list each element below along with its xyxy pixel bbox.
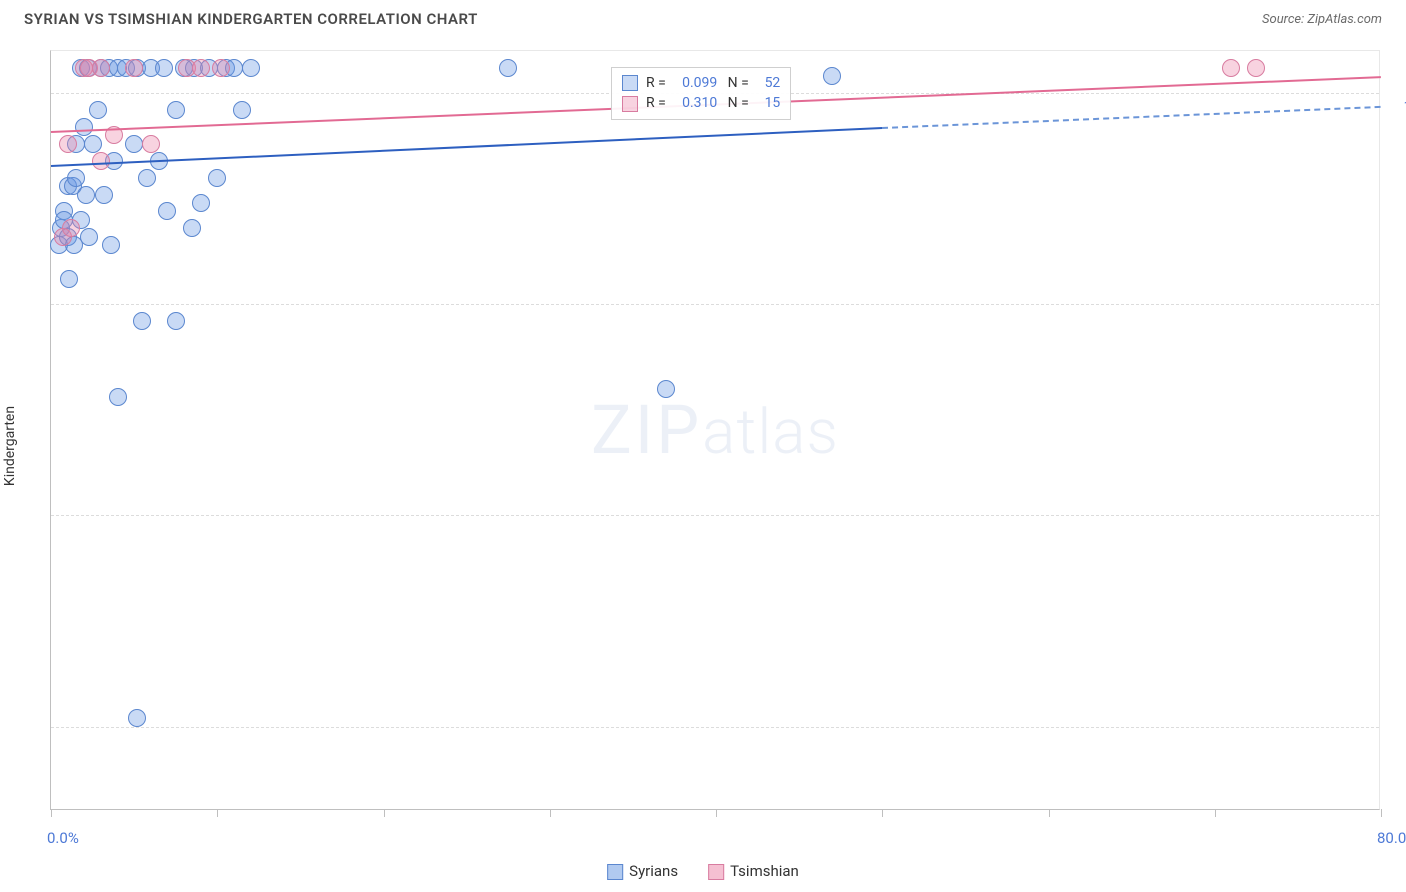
legend-swatch [708, 864, 724, 880]
legend-item: Tsimshian [708, 862, 799, 880]
gridline-h [51, 515, 1379, 516]
stats-box: R = 0.099 N = 52R = 0.310 N = 15 [611, 67, 791, 120]
legend-swatch [607, 864, 623, 880]
stats-swatch [622, 75, 638, 91]
scatter-point [92, 152, 110, 170]
scatter-point [92, 59, 110, 77]
scatter-point [657, 380, 675, 398]
x-tick [550, 809, 551, 817]
x-tick [51, 809, 52, 817]
watermark-big: ZIP [591, 390, 702, 470]
scatter-point [242, 59, 260, 77]
scatter-point [60, 270, 78, 288]
scatter-point [233, 101, 251, 119]
chart-title: SYRIAN VS TSIMSHIAN KINDERGARTEN CORRELA… [24, 10, 478, 28]
x-tick [1381, 809, 1382, 817]
x-tick [716, 809, 717, 817]
scatter-point [499, 59, 517, 77]
chart-area: ZIPatlas 92.5%95.0%97.5%100.0%0.0%80.0%R… [50, 50, 1380, 810]
y-tick-label: 95.0% [1389, 521, 1406, 537]
scatter-point [125, 59, 143, 77]
stats-r-value: 0.310 [669, 95, 717, 111]
scatter-point [128, 709, 146, 727]
x-tick [882, 809, 883, 817]
scatter-point [1247, 59, 1265, 77]
legend-label: Tsimshian [730, 862, 799, 880]
scatter-point [62, 219, 80, 237]
scatter-point [59, 135, 77, 153]
stats-swatch [622, 96, 638, 112]
scatter-point [192, 59, 210, 77]
stats-row: R = 0.310 N = 15 [622, 93, 780, 113]
scatter-point [80, 228, 98, 246]
x-tick [1215, 809, 1216, 817]
y-tick-label: 97.5% [1389, 310, 1406, 326]
scatter-point [75, 118, 93, 136]
regression-line [51, 127, 882, 167]
x-tick-label: 80.0% [1377, 829, 1406, 847]
legend-label: Syrians [629, 862, 678, 880]
plot-region: ZIPatlas 92.5%95.0%97.5%100.0%0.0%80.0%R… [50, 50, 1380, 810]
scatter-point [183, 219, 201, 237]
scatter-point [212, 59, 230, 77]
watermark-small: atlas [702, 396, 839, 469]
scatter-point [109, 388, 127, 406]
chart-header: SYRIAN VS TSIMSHIAN KINDERGARTEN CORRELA… [0, 0, 1406, 36]
scatter-point [155, 59, 173, 77]
scatter-point [167, 312, 185, 330]
x-tick [384, 809, 385, 817]
scatter-point [125, 135, 143, 153]
scatter-point [138, 169, 156, 187]
stats-r-value: 0.099 [669, 75, 717, 91]
stats-n-value: 15 [752, 95, 780, 111]
scatter-point [167, 101, 185, 119]
chart-source: Source: ZipAtlas.com [1262, 12, 1382, 27]
scatter-point [823, 67, 841, 85]
scatter-point [158, 202, 176, 220]
legend-item: Syrians [607, 862, 678, 880]
y-axis-label: Kindergarten [2, 406, 18, 486]
x-tick-label: 0.0% [47, 829, 79, 847]
scatter-point [89, 101, 107, 119]
scatter-point [142, 135, 160, 153]
y-tick-label: 92.5% [1389, 733, 1406, 749]
y-tick-label: 100.0% [1389, 99, 1406, 115]
gridline-h [51, 304, 1379, 305]
scatter-point [1222, 59, 1240, 77]
scatter-point [133, 312, 151, 330]
scatter-point [77, 186, 95, 204]
x-tick [217, 809, 218, 817]
scatter-point [192, 194, 210, 212]
x-tick [1049, 809, 1050, 817]
scatter-point [102, 236, 120, 254]
scatter-point [208, 169, 226, 187]
stats-n-value: 52 [752, 75, 780, 91]
stats-row: R = 0.099 N = 52 [622, 73, 780, 93]
watermark: ZIPatlas [591, 390, 839, 470]
scatter-point [95, 186, 113, 204]
scatter-point [67, 169, 85, 187]
regression-line-dash [882, 106, 1381, 129]
legend: Syrians Tsimshian [607, 862, 799, 880]
scatter-point [84, 135, 102, 153]
gridline-h [51, 727, 1379, 728]
